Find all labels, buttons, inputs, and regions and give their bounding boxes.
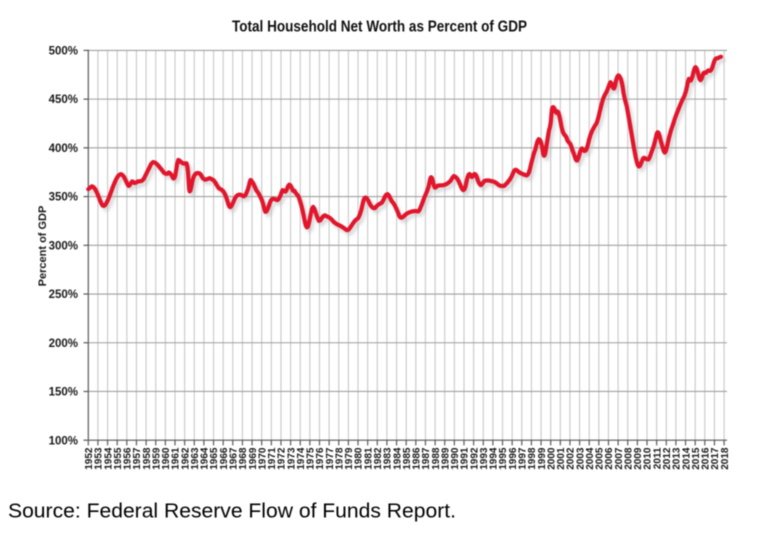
svg-text:2001: 2001 — [556, 447, 567, 470]
svg-text:2011: 2011 — [652, 447, 663, 469]
svg-text:1983: 1983 — [383, 447, 394, 470]
svg-text:2003: 2003 — [575, 447, 586, 470]
svg-text:1963: 1963 — [190, 447, 201, 470]
svg-text:1987: 1987 — [421, 447, 432, 470]
svg-text:500%: 500% — [49, 46, 78, 58]
svg-text:1991: 1991 — [460, 447, 471, 470]
svg-text:1976: 1976 — [315, 447, 326, 470]
svg-text:Percent of GDP: Percent of GDP — [37, 206, 49, 287]
svg-text:1982: 1982 — [373, 447, 384, 470]
svg-text:2012: 2012 — [662, 447, 673, 470]
svg-text:2009: 2009 — [633, 447, 644, 470]
svg-text:Total Household Net Worth as P: Total Household Net Worth as Percent of … — [232, 19, 527, 36]
svg-text:1997: 1997 — [517, 447, 528, 470]
svg-text:1984: 1984 — [392, 447, 403, 470]
svg-text:2017: 2017 — [710, 447, 721, 470]
svg-text:1978: 1978 — [334, 447, 345, 470]
svg-text:1966: 1966 — [219, 447, 230, 470]
svg-text:1964: 1964 — [200, 447, 211, 470]
svg-text:1979: 1979 — [344, 447, 355, 470]
svg-text:2015: 2015 — [691, 447, 702, 470]
svg-text:1974: 1974 — [296, 447, 307, 470]
svg-text:1975: 1975 — [306, 447, 317, 470]
svg-text:250%: 250% — [49, 289, 78, 301]
svg-text:1955: 1955 — [113, 447, 124, 470]
svg-text:1971: 1971 — [267, 447, 278, 470]
svg-text:1960: 1960 — [161, 447, 172, 470]
svg-text:450%: 450% — [49, 94, 78, 106]
svg-text:1995: 1995 — [498, 447, 509, 470]
svg-text:1970: 1970 — [257, 447, 268, 470]
svg-text:200%: 200% — [49, 338, 78, 350]
svg-text:1973: 1973 — [286, 447, 297, 470]
svg-text:1972: 1972 — [277, 447, 288, 470]
svg-text:1958: 1958 — [142, 447, 153, 470]
svg-text:1990: 1990 — [450, 447, 461, 470]
svg-text:1986: 1986 — [412, 447, 423, 470]
svg-text:1980: 1980 — [354, 447, 365, 470]
svg-text:1965: 1965 — [209, 447, 220, 470]
svg-text:1952: 1952 — [84, 447, 95, 470]
svg-text:300%: 300% — [49, 240, 78, 252]
svg-text:1994: 1994 — [489, 447, 500, 470]
svg-text:1969: 1969 — [248, 447, 259, 470]
svg-text:1999: 1999 — [537, 447, 548, 470]
svg-text:400%: 400% — [49, 143, 78, 155]
svg-text:1956: 1956 — [123, 447, 134, 470]
svg-text:350%: 350% — [49, 192, 78, 204]
svg-text:100%: 100% — [49, 435, 78, 447]
svg-text:1954: 1954 — [103, 447, 114, 470]
svg-text:150%: 150% — [49, 387, 78, 399]
svg-text:1988: 1988 — [431, 447, 442, 470]
svg-text:1961: 1961 — [171, 447, 182, 470]
svg-text:2008: 2008 — [623, 447, 634, 470]
svg-text:1959: 1959 — [151, 447, 162, 470]
svg-text:1989: 1989 — [440, 447, 451, 470]
svg-text:2005: 2005 — [595, 447, 606, 470]
svg-text:2010: 2010 — [643, 447, 654, 470]
svg-text:2016: 2016 — [701, 447, 712, 470]
svg-text:1968: 1968 — [238, 447, 249, 470]
svg-text:1992: 1992 — [469, 447, 480, 470]
svg-text:1953: 1953 — [94, 447, 105, 470]
svg-text:Source: Federal Reserve Flow o: Source: Federal Reserve Flow of Funds Re… — [8, 501, 456, 523]
svg-text:1998: 1998 — [527, 447, 538, 470]
svg-text:1993: 1993 — [479, 447, 490, 470]
svg-text:1967: 1967 — [228, 447, 239, 470]
svg-text:1962: 1962 — [180, 447, 191, 470]
svg-text:2018: 2018 — [720, 447, 731, 470]
svg-text:1981: 1981 — [363, 447, 374, 470]
svg-text:2000: 2000 — [546, 447, 557, 470]
svg-text:2013: 2013 — [672, 447, 683, 470]
svg-text:1996: 1996 — [508, 447, 519, 470]
svg-text:2014: 2014 — [681, 447, 692, 470]
svg-text:1985: 1985 — [402, 447, 413, 470]
svg-text:2004: 2004 — [585, 447, 596, 470]
svg-text:2002: 2002 — [566, 447, 577, 470]
svg-text:1957: 1957 — [132, 447, 143, 470]
svg-text:1977: 1977 — [325, 447, 336, 470]
svg-text:2007: 2007 — [614, 447, 625, 470]
svg-text:2006: 2006 — [604, 447, 615, 470]
